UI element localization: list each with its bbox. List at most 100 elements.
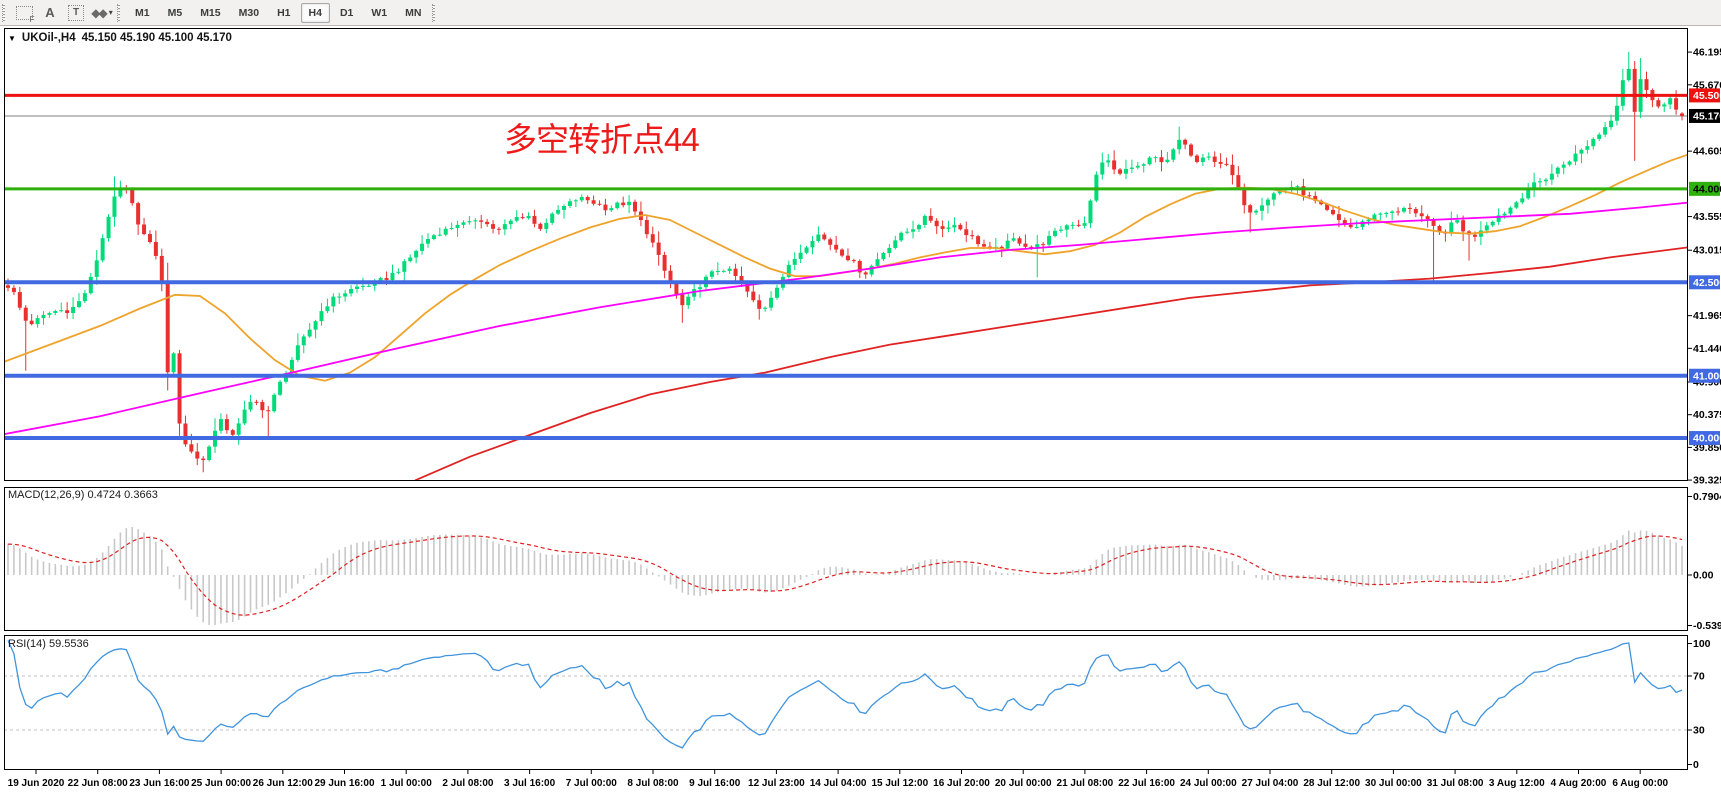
price-badge-44.000: [1689, 181, 1720, 196]
date-tick-label: 8 Jul 08:00: [627, 778, 679, 789]
date-tick-label: 1 Jul 00:00: [381, 778, 433, 789]
chart-annotation-text[interactable]: 多空转折点44: [504, 121, 700, 158]
date-tick-label: 23 Jun 16:00: [129, 778, 189, 789]
text-label-icon: A: [45, 5, 55, 20]
price-badge-42.500: [1689, 275, 1720, 290]
timeframe-m5-button[interactable]: M5: [167, 6, 183, 19]
date-tick-label: 26 Jun 12:00: [253, 778, 313, 789]
price-badge-label: 41.000: [1693, 370, 1721, 382]
price-tick-label: 44.605: [1693, 146, 1721, 158]
main-panel-border: [4, 28, 1688, 481]
date-tick-label: 21 Jul 08:00: [1057, 778, 1114, 789]
price-badge-45.170: [1689, 108, 1720, 123]
rsi-line: [7, 640, 1683, 749]
macd-scale-label: 0.7904: [1693, 491, 1721, 503]
macd-histogram: [7, 527, 1683, 625]
ma-slow-red: [414, 246, 1688, 481]
price-tick-label: 43.015: [1693, 245, 1721, 257]
macd-panel-border: [4, 487, 1688, 631]
rsi-panel-border: [4, 635, 1688, 770]
toolbar-grip[interactable]: [432, 3, 438, 22]
rsi-panel[interactable]: [4, 635, 1688, 770]
price-badge-45.500: [1689, 88, 1720, 103]
price-axis[interactable]: 46.195 45.670 44.605 43.555 43.015 41.965 41.4…: [1688, 47, 1721, 487]
timeframe-mn-button[interactable]: MN: [405, 6, 422, 19]
price-badge-label: 40.000: [1693, 433, 1721, 445]
symbol-title: UKOil-,H4: [21, 32, 76, 44]
date-tick-label: 22 Jul 16:00: [1118, 778, 1175, 789]
timeframe-h4-button[interactable]: H4: [300, 2, 330, 23]
toolbar-grip[interactable]: [2, 3, 7, 22]
timeframe-m30-button[interactable]: M30: [238, 6, 260, 19]
date-tick-label: 28 Jul 12:00: [1303, 778, 1360, 789]
date-tick-label: 24 Jul 00:00: [1180, 778, 1237, 789]
date-tick-label: 27 Jul 04:00: [1242, 778, 1299, 789]
date-tick-label: 7 Jul 00:00: [566, 778, 618, 789]
date-tick-label: 9 Jul 16:00: [689, 778, 741, 789]
macd-scale-label: -0.5399: [1693, 620, 1721, 632]
date-tick-label: 15 Jul 12:00: [871, 778, 928, 789]
price-badge-40.000: [1689, 431, 1720, 446]
price-badge-label: 42.500: [1693, 277, 1721, 289]
ohlc-readout: 45.150 45.190 45.100 45.170: [81, 32, 232, 44]
date-tick-label: 30 Jul 00:00: [1365, 778, 1422, 789]
chart-shift-icon: [15, 5, 35, 24]
macd-indicator-label: MACD(12,26,9) 0.4724 0.3663: [8, 489, 158, 501]
text-box-tool-button[interactable]: T: [64, 2, 88, 24]
macd-scale-label: 0.00: [1693, 570, 1714, 582]
date-tick-label: 16 Jul 20:00: [933, 778, 990, 789]
macd-panel[interactable]: [4, 487, 1688, 631]
date-tick-label: 22 Jun 08:00: [68, 778, 128, 789]
shapes-tool-button[interactable]: ◆◆ ▾: [90, 2, 114, 24]
rsi-scale-label: 30: [1693, 725, 1705, 737]
indicator-scales: 0.7904 0.00 -0.5399 100 70 30 0: [1688, 491, 1721, 771]
shapes-icon: ◆◆: [91, 5, 108, 20]
symbol-dropdown-icon[interactable]: ▼: [8, 33, 16, 43]
rsi-scale-label: 0: [1693, 759, 1699, 771]
price-tick-label: 46.195: [1693, 47, 1721, 59]
price-badge-label: 44.000: [1693, 183, 1721, 195]
chart-header: ▼ UKOil-,H4 45.150 45.190 45.100 45.170: [8, 32, 232, 44]
date-tick-label: 20 Jul 00:00: [995, 778, 1052, 789]
date-tick-label: 31 Jul 08:00: [1427, 778, 1484, 789]
price-tick-label: 39.325: [1693, 475, 1721, 487]
timeframe-m15-button[interactable]: M15: [200, 6, 221, 19]
date-tick-label: 29 Jun 16:00: [314, 778, 374, 789]
date-tick-label: 4 Aug 20:00: [1551, 778, 1607, 789]
price-tick-label: 43.555: [1693, 211, 1721, 223]
toolbar: A T ◆◆ ▾ M1 M5 M15 M30 H1 H4 D1 W1 MN: [0, 0, 1721, 26]
rsi-indicator-label: RSI(14) 59.5536: [8, 638, 89, 650]
date-tick-label: 12 Jul 23:00: [748, 778, 805, 789]
timeframe-w1-button[interactable]: W1: [371, 6, 388, 19]
main-price-panel[interactable]: [0, 28, 1688, 481]
date-tick-label: 19 Jun 2020: [8, 778, 65, 789]
ma-mid-magenta: [4, 201, 1688, 436]
rsi-scale-label: 70: [1693, 671, 1705, 683]
timeframe-d1-button[interactable]: D1: [339, 6, 354, 19]
rsi-scale-label: 100: [1693, 638, 1711, 650]
price-badge-label: 45.500: [1693, 90, 1721, 102]
price-tick-label: 41.440: [1693, 343, 1721, 355]
price-tick-label: 40.375: [1693, 409, 1721, 421]
date-tick-label: 3 Aug 12:00: [1489, 778, 1545, 789]
date-tick-label: 2 Jul 08:00: [442, 778, 494, 789]
text-label-tool-button[interactable]: A: [38, 2, 62, 24]
date-tick-label: 3 Jul 16:00: [504, 778, 556, 789]
date-tick-label: 6 Aug 00:00: [1612, 778, 1668, 789]
price-tick-label: 41.965: [1693, 310, 1721, 322]
price-badge-label: 45.170: [1693, 110, 1721, 122]
macd-signal-line: [7, 535, 1683, 616]
price-tick-label: 45.670: [1693, 79, 1721, 91]
chart-shift-tool-button[interactable]: [12, 2, 36, 24]
toolbar-grip[interactable]: [117, 3, 122, 22]
date-axis[interactable]: 19 Jun 2020 22 Jun 08:00 23 Jun 16:00 25 Ju…: [8, 770, 1669, 789]
date-tick-label: 25 Jun 00:00: [191, 778, 251, 789]
chart-plot-area[interactable]: [4, 28, 1688, 481]
chevron-down-icon: ▾: [108, 8, 113, 17]
price-badge-41.000: [1689, 368, 1720, 383]
date-tick-label: 14 Jul 04:00: [810, 778, 867, 789]
timeframe-m1-button[interactable]: M1: [135, 6, 150, 19]
timeframe-h1-button[interactable]: H1: [277, 6, 291, 19]
